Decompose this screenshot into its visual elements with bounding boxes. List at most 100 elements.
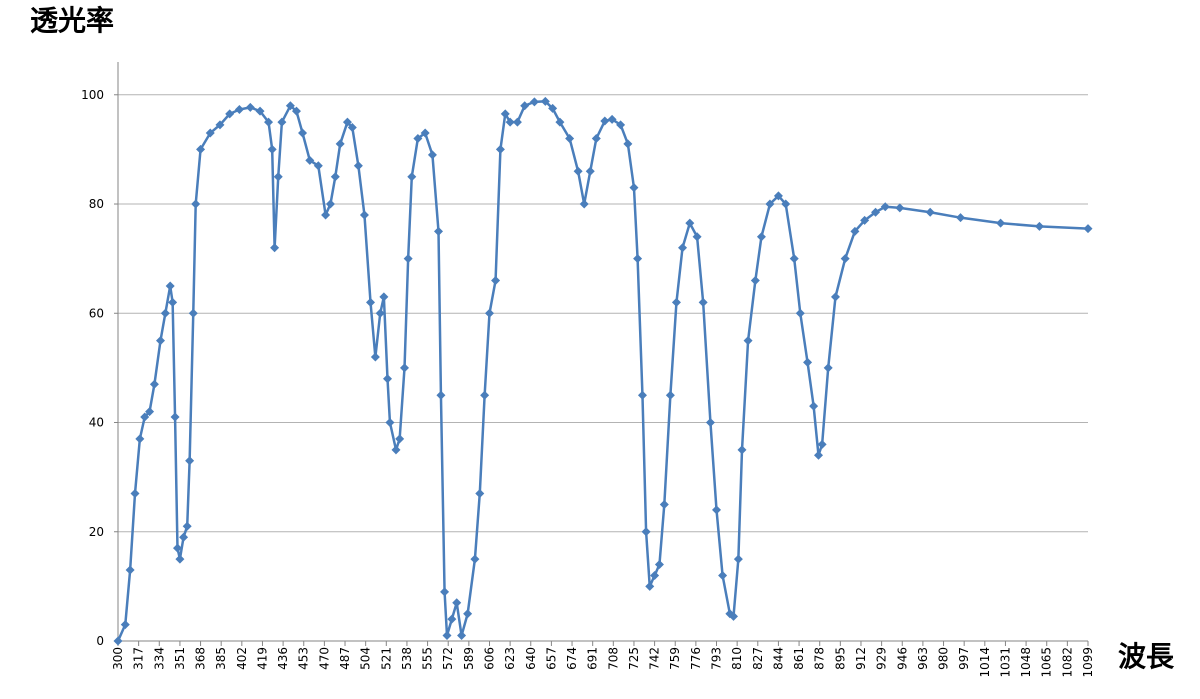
- data-marker: [795, 308, 805, 318]
- y-tick-label: 40: [89, 416, 104, 430]
- data-marker: [705, 418, 715, 428]
- x-tick-label: 844: [771, 647, 785, 670]
- x-tick-label: 1014: [978, 647, 992, 678]
- data-marker: [1034, 221, 1044, 231]
- x-tick-label: 708: [606, 647, 620, 670]
- data-marker: [234, 105, 244, 115]
- data-marker: [737, 445, 747, 455]
- data-marker: [188, 308, 198, 318]
- data-marker: [135, 434, 145, 444]
- y-tick-label: 20: [89, 525, 104, 539]
- data-marker: [168, 297, 178, 307]
- data-marker: [149, 379, 159, 389]
- data-marker: [733, 554, 743, 564]
- data-marker: [427, 150, 437, 160]
- data-marker: [321, 210, 331, 220]
- data-marker: [179, 532, 189, 542]
- data-marker: [500, 109, 510, 119]
- x-tick-label: 929: [875, 647, 889, 670]
- data-marker: [400, 363, 410, 373]
- y-axis-label: 透光率: [30, 4, 114, 37]
- x-tick-label: 300: [111, 647, 125, 670]
- data-marker: [491, 275, 501, 285]
- data-marker: [391, 445, 401, 455]
- data-marker: [335, 139, 345, 149]
- data-marker: [823, 363, 833, 373]
- data-marker: [113, 636, 123, 646]
- data-marker: [285, 101, 295, 111]
- data-marker: [475, 489, 485, 499]
- data-marker: [442, 631, 452, 641]
- data-marker: [440, 587, 450, 597]
- x-tick-label: 402: [235, 647, 249, 670]
- data-marker: [353, 161, 363, 171]
- data-marker: [330, 172, 340, 182]
- data-marker: [434, 226, 444, 236]
- x-tick-label: 691: [586, 647, 600, 670]
- data-marker: [436, 390, 446, 400]
- data-marker: [520, 101, 530, 111]
- x-tick-label: 572: [441, 647, 455, 670]
- x-tick-label: 946: [895, 647, 909, 670]
- data-marker: [529, 97, 539, 107]
- data-marker: [789, 254, 799, 264]
- data-marker: [555, 117, 565, 127]
- data-marker: [665, 390, 675, 400]
- data-marker: [342, 117, 352, 127]
- x-tick-label: 674: [565, 647, 579, 670]
- data-marker: [277, 117, 287, 127]
- data-marker: [623, 139, 633, 149]
- data-marker: [383, 374, 393, 384]
- x-tick-label: 878: [813, 647, 827, 670]
- x-tick-label: 810: [730, 647, 744, 670]
- data-marker: [671, 297, 681, 307]
- data-marker: [413, 133, 423, 143]
- data-marker: [463, 609, 473, 619]
- data-marker: [182, 521, 192, 531]
- data-marker: [850, 226, 860, 236]
- x-tick-label: 317: [132, 647, 146, 670]
- data-line: [116, 100, 1089, 642]
- data-marker: [773, 191, 783, 201]
- data-marker: [172, 543, 182, 553]
- data-marker: [359, 210, 369, 220]
- data-marker: [291, 106, 301, 116]
- data-marker: [484, 308, 494, 318]
- x-tick-label: 351: [173, 647, 187, 670]
- x-tick-label: 589: [462, 647, 476, 670]
- data-marker: [756, 232, 766, 242]
- data-marker: [375, 308, 385, 318]
- x-tick-label: 419: [255, 647, 269, 670]
- x-tick-label: 793: [710, 647, 724, 670]
- data-marker: [781, 199, 791, 209]
- data-marker: [871, 207, 881, 217]
- x-tick-label: 827: [751, 647, 765, 670]
- data-marker: [447, 614, 457, 624]
- data-marker: [267, 144, 277, 154]
- data-marker: [255, 106, 265, 116]
- data-marker: [600, 116, 610, 126]
- x-tick-label: 538: [400, 647, 414, 670]
- data-marker: [407, 172, 417, 182]
- data-marker: [130, 489, 140, 499]
- data-marker: [245, 102, 255, 112]
- y-tick-label: 0: [96, 634, 104, 648]
- x-tick-label: 368: [194, 647, 208, 670]
- x-tick-label: 385: [214, 647, 228, 670]
- x-tick-label: 521: [379, 647, 393, 670]
- y-tick-label: 60: [89, 306, 104, 320]
- x-tick-label: 504: [359, 647, 373, 670]
- data-marker: [185, 456, 195, 466]
- data-marker: [264, 117, 274, 127]
- data-marker: [165, 281, 175, 291]
- data-marker: [880, 202, 890, 212]
- data-marker: [616, 120, 626, 130]
- data-marker: [830, 292, 840, 302]
- data-marker: [395, 434, 405, 444]
- x-tick-label: 912: [854, 647, 868, 670]
- data-marker: [370, 352, 380, 362]
- data-marker: [607, 114, 617, 124]
- data-marker: [629, 183, 639, 193]
